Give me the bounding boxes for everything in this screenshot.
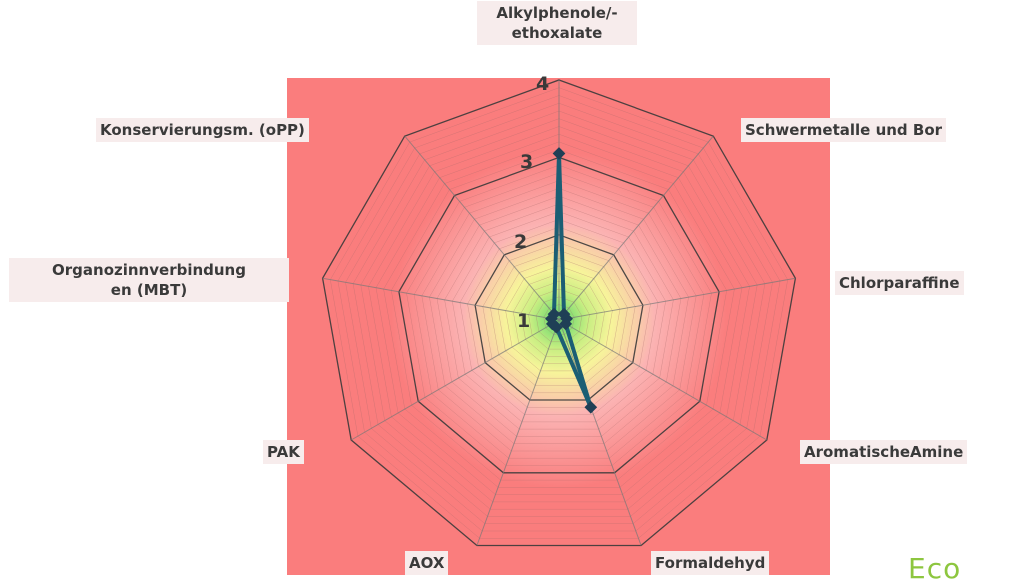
tick-label-4: 4 [536, 73, 550, 95]
grid-ring-minor [383, 141, 735, 488]
axis-label-organozinn-line2: en (MBT) [110, 281, 188, 299]
axis-label-organozinn-line1: Organozinnverbindung [52, 261, 246, 279]
axis-label-alkylphenole-line1: Alkylphenole/- [496, 4, 618, 22]
grid-ring-minor [520, 281, 598, 357]
grid-ring-minor [513, 273, 605, 364]
axis-label-chlorparaffine: Chlorparaffine [835, 271, 964, 295]
radar-spoke [558, 319, 642, 546]
grid-ring-minor [459, 219, 659, 415]
grid-ring-minor [528, 288, 590, 350]
grid-ring-minor [490, 250, 628, 386]
grid-ring-minor [368, 126, 750, 503]
radar-spoke [558, 277, 796, 321]
axis-label-formaldehyd: Formaldehyd [651, 551, 770, 575]
grid-ring-minor [337, 95, 781, 532]
radar-spoke [404, 135, 560, 321]
axis-label-pak: PAK [263, 440, 304, 464]
axis-label-alkylphenole-line2: ethoxalate [511, 24, 603, 42]
grid-ring-minor [406, 164, 712, 466]
grid-ring-minor [421, 180, 697, 452]
grid-ring-minor [375, 133, 743, 495]
radar-spoke [322, 277, 560, 321]
axis-label-organozinn: Organozinnverbindung en (MBT) [9, 258, 289, 302]
grid-ring-minor [352, 110, 766, 517]
grid-ring-major [321, 79, 797, 547]
grid-ring-minor [467, 226, 651, 408]
brand-logo-text: Eco [908, 552, 962, 585]
grid-ring-minor [444, 203, 674, 430]
tick-label-2: 2 [514, 231, 528, 253]
radar-spoke [350, 319, 560, 441]
grid-ring-minor [535, 296, 583, 343]
axis-label-schwermetalle: Schwermetalle und Bor [741, 118, 947, 142]
grid-ring-major [398, 156, 720, 474]
grid-ring-minor [505, 265, 613, 372]
grid-ring-minor [360, 118, 758, 510]
radar-spoke [476, 319, 560, 546]
grid-ring-minor [330, 87, 788, 539]
radar-spoke [558, 319, 768, 441]
axis-label-aox: AOX [405, 551, 449, 575]
grid-ring-minor [482, 242, 636, 394]
grid-ring-minor [345, 102, 773, 524]
tick-label-1: 1 [517, 310, 531, 332]
grid-ring-minor [391, 149, 727, 481]
grid-ring-minor [497, 257, 621, 379]
axis-label-konservierungsm: Konservierungsm. (oPP) [96, 118, 309, 142]
tick-label-3: 3 [520, 151, 534, 173]
radar-spoke [558, 135, 714, 321]
grid-ring-minor [413, 172, 705, 459]
grid-ring-minor [452, 211, 666, 423]
axis-label-alkylphenole: Alkylphenole/- ethoxalate [477, 1, 637, 45]
grid-ring-minor [429, 188, 689, 444]
grid-ring-major [474, 234, 644, 401]
grid-ring-minor [436, 195, 682, 437]
axis-label-aromatische-amine: AromatischeAmine [800, 440, 968, 464]
